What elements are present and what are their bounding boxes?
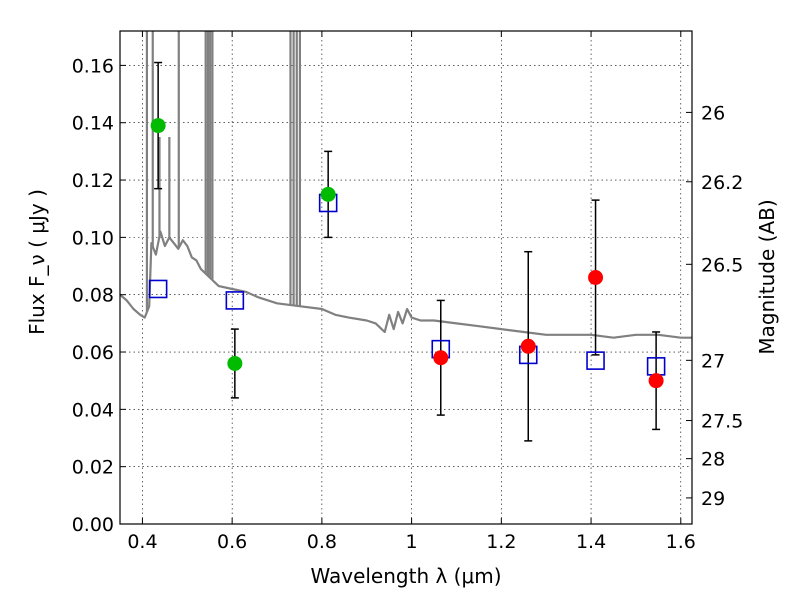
model-spectrum [120, 31, 692, 339]
magnitude-tick-label: 29 [701, 488, 725, 510]
y-tick-label: 0.06 [72, 342, 114, 364]
x-tick-label: 1.4 [576, 531, 606, 553]
magnitude-tick-label: 26.2 [701, 172, 743, 194]
magnitude-tick-label: 27 [701, 350, 725, 372]
y-tick-label: 0.00 [72, 514, 114, 536]
model-point-square [586, 351, 605, 370]
green-data-point [320, 186, 336, 202]
red-data-point [520, 338, 536, 354]
green-data-point [150, 118, 166, 134]
markers [148, 118, 666, 389]
model-spectrum-line [120, 230, 692, 339]
ticks [120, 31, 692, 525]
model-point-square [148, 279, 168, 299]
y-tick-label: 0.04 [72, 399, 114, 421]
magnitude-tick-label: 27.5 [701, 411, 743, 433]
magnitude-tick-label: 26 [701, 102, 725, 124]
x-tick-label: 0.8 [307, 531, 337, 553]
x-tick-label: 0.6 [217, 531, 247, 553]
red-data-point [588, 270, 604, 285]
red-data-point [648, 373, 664, 389]
y-axis-label: Flux F_ν ( μJy ) [25, 189, 49, 335]
y-tick-label: 0.10 [72, 227, 114, 249]
x-tick-label: 1.2 [486, 531, 516, 553]
y-tick-label: 0.12 [72, 170, 114, 192]
y-tick-label: 0.08 [72, 285, 114, 307]
plot-frame [119, 30, 693, 525]
y-axis-right-label: Magnitude (AB) [755, 199, 779, 354]
magnitude-tick-label: 28 [701, 449, 725, 471]
y-tick-label: 0.02 [72, 457, 114, 479]
grid [120, 31, 692, 525]
tick-labels: 0.4 0.6 0.8 1 1.2 1.4 1.6 0.00 0.02 0.04 0.06 0.08 0… [72, 55, 744, 553]
red-data-point [433, 350, 449, 366]
x-tick-label: 1.6 [666, 531, 696, 553]
x-tick-label: 1 [406, 531, 418, 553]
y-tick-label: 0.14 [72, 113, 114, 135]
model-point-square [225, 291, 245, 310]
y-tick-label: 0.16 [72, 55, 114, 77]
x-tick-label: 0.4 [127, 531, 157, 553]
x-axis-label: Wavelength λ (μm) [310, 564, 501, 588]
magnitude-tick-label: 26.5 [701, 254, 743, 276]
green-data-point [227, 355, 243, 371]
